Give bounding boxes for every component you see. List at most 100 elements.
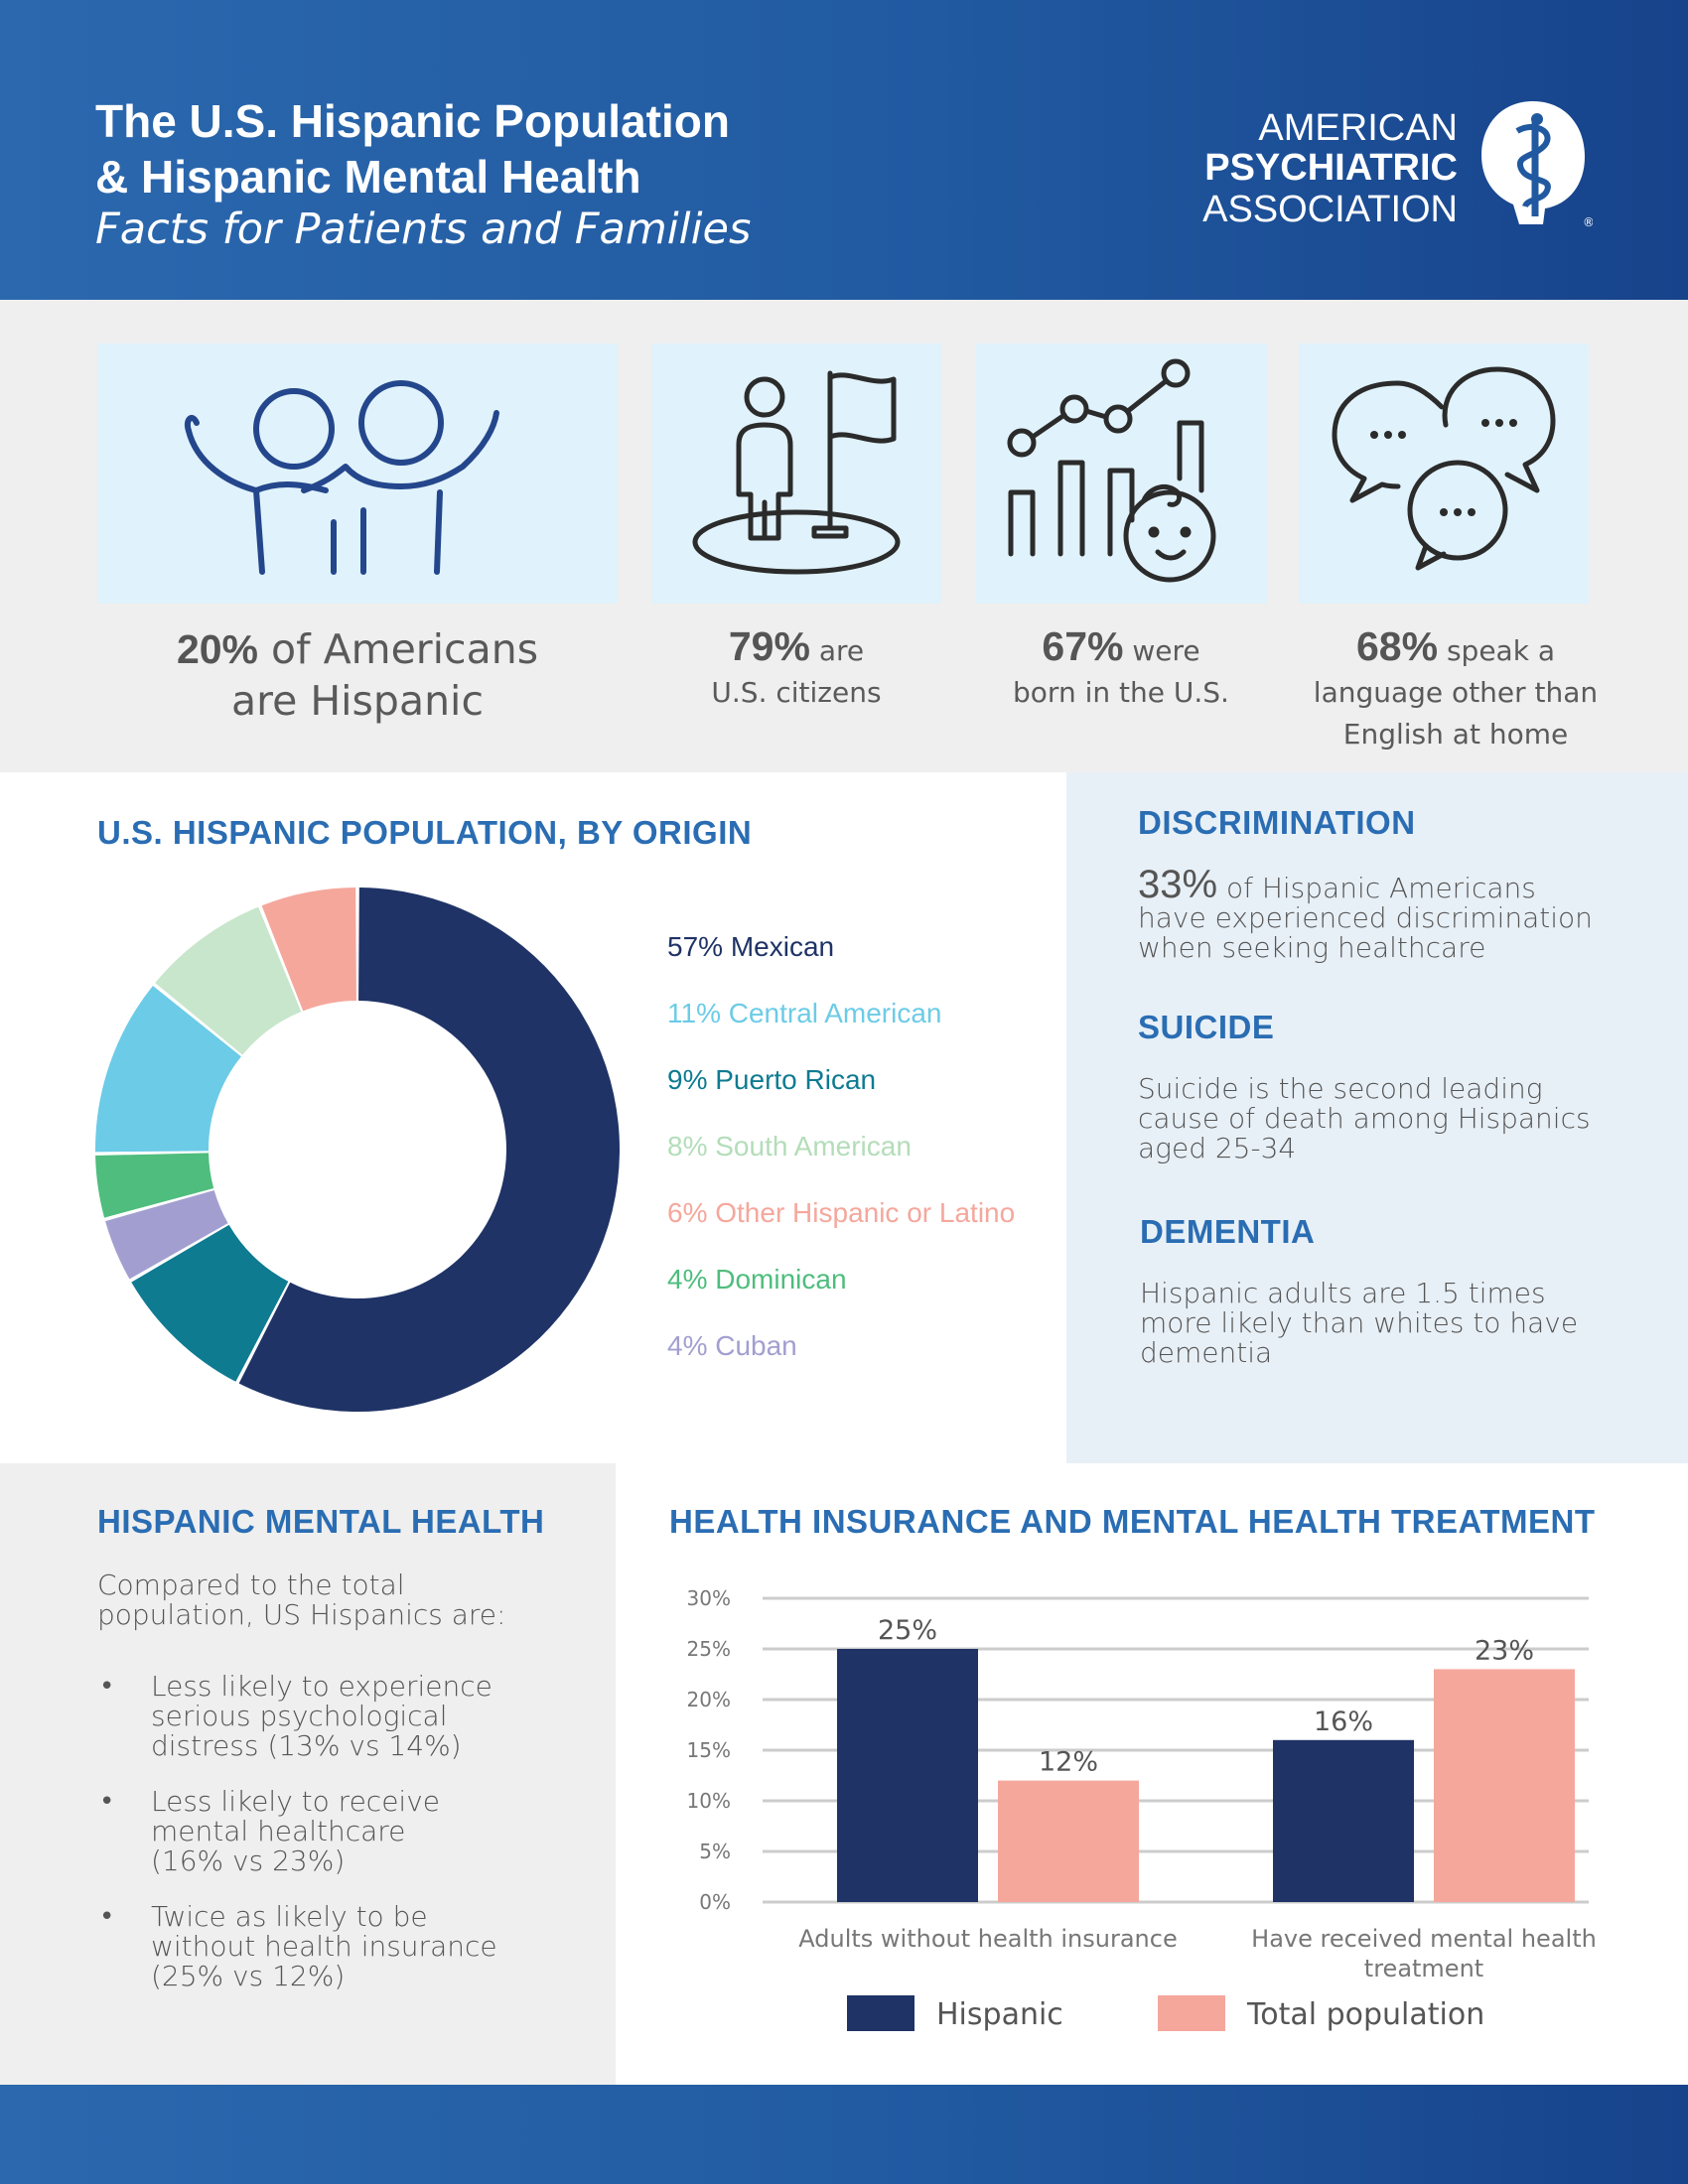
bar-hispanic-adults-without-health-insurance bbox=[837, 1649, 978, 1902]
legend-swatch-hispanic bbox=[847, 1995, 914, 2031]
facts-panel bbox=[1066, 772, 1688, 1463]
bullet-mental-healthcare: Less likely to receive mental healthcare… bbox=[151, 1787, 588, 1876]
bullet-line: mental healthcare bbox=[151, 1815, 406, 1847]
x-category-label: Have received mental health bbox=[1251, 1925, 1597, 1953]
stat-us-citizens: 79% are U.S. citizens bbox=[635, 625, 957, 714]
intro-line: Compared to the total bbox=[97, 1569, 405, 1601]
stat-text: were bbox=[1123, 634, 1200, 667]
people-icon bbox=[185, 380, 499, 575]
legend-item-south-american: 8% South American bbox=[667, 1131, 912, 1161]
insurance-chart-title: HEALTH INSURANCE AND MENTAL HEALTH TREAT… bbox=[669, 1503, 1596, 1540]
y-tick-label: 30% bbox=[687, 1586, 731, 1610]
donut-slice-other-hispanic-or-latino bbox=[261, 887, 356, 1012]
fact-line: cause of death among Hispanics bbox=[1138, 1102, 1591, 1135]
fact-line: dementia bbox=[1140, 1336, 1273, 1369]
legend-item-mexican: 57% Mexican bbox=[667, 931, 835, 962]
y-tick-label: 0% bbox=[699, 1890, 731, 1914]
y-tick-label: 5% bbox=[699, 1840, 731, 1863]
logo-text-american: AMERICAN bbox=[1258, 107, 1458, 149]
origin-donut-chart bbox=[95, 887, 620, 1412]
stat-icon-box-2 bbox=[651, 343, 941, 604]
stat-value: 20% bbox=[176, 626, 258, 672]
y-tick-label: 20% bbox=[687, 1688, 731, 1711]
stat-text: of Americans bbox=[258, 625, 539, 673]
bullet-line: (16% vs 23%) bbox=[151, 1844, 346, 1877]
bar-hispanic-have-received-mental-health-treatment bbox=[1273, 1739, 1414, 1902]
intro-line: population, US Hispanics are: bbox=[97, 1598, 506, 1631]
header-banner bbox=[0, 0, 1688, 300]
legend-item-central-american: 11% Central American bbox=[667, 998, 942, 1028]
discrimination-title: DISCRIMINATION bbox=[1138, 804, 1416, 841]
discrimination-text: 33% of Hispanic Americans have experienc… bbox=[1138, 865, 1654, 964]
stat-value: 79% bbox=[728, 623, 810, 669]
legend-item-other-hispanic-or-latino: 6% Other Hispanic or Latino bbox=[667, 1197, 1016, 1228]
bullet-dot: • bbox=[99, 1672, 115, 1702]
caduceus-head-icon: ® bbox=[1481, 101, 1593, 229]
bar-total-population-have-received-mental-health-treatment bbox=[1434, 1669, 1575, 1902]
insurance-bar-chart: 0% 5% 10% 15% 20% 25% 30% 25% 16% 12% 23% Adults wi… bbox=[687, 1586, 1597, 2032]
donut-slice-puerto-rican bbox=[131, 1224, 289, 1382]
stat-value: 68% bbox=[1356, 623, 1439, 669]
bullet-line: Less likely to receive bbox=[151, 1785, 440, 1818]
stat-icon-box-1 bbox=[97, 343, 618, 604]
fact-line: Suicide is the second leading bbox=[1138, 1072, 1543, 1105]
svg-text:®: ® bbox=[1583, 215, 1593, 229]
page-subtitle: Facts for Patients and Families bbox=[95, 205, 752, 254]
bullet-dot: • bbox=[99, 1787, 115, 1817]
stat-born-in-us: 67% were born in the U.S. bbox=[959, 625, 1283, 714]
y-tick-label: 15% bbox=[687, 1738, 731, 1762]
stat-text: U.S. citizens bbox=[711, 676, 882, 709]
fact-line: more likely than whites to have bbox=[1140, 1306, 1579, 1339]
person-flag-icon bbox=[692, 370, 901, 575]
page-title-line-1: The U.S. Hispanic Population bbox=[95, 95, 730, 147]
dementia-text: Hispanic adults are 1.5 times more likel… bbox=[1140, 1279, 1656, 1368]
bullet-line: Less likely to experience bbox=[151, 1670, 492, 1703]
bullet-health-insurance: Twice as likely to be without health ins… bbox=[151, 1902, 588, 1991]
origin-chart-title: U.S. HISPANIC POPULATION, BY ORIGIN bbox=[97, 814, 753, 851]
stat-value: 67% bbox=[1042, 623, 1124, 669]
bar-value-label: 25% bbox=[878, 1615, 937, 1646]
x-category-label: treatment bbox=[1364, 1955, 1483, 1982]
bullet-line: without health insurance bbox=[151, 1930, 497, 1963]
bar-total-population-adults-without-health-insurance bbox=[998, 1780, 1139, 1902]
speech-bubbles-icon bbox=[1332, 366, 1556, 571]
footer-banner bbox=[0, 2085, 1688, 2184]
legend-label-hispanic: Hispanic bbox=[936, 1997, 1063, 2032]
logo-text-psychiatric: PSYCHIATRIC bbox=[1204, 147, 1458, 189]
donut-slice-mexican bbox=[238, 887, 620, 1412]
fact-line: aged 25-34 bbox=[1138, 1132, 1297, 1164]
discrimination-value: 33% bbox=[1138, 863, 1218, 906]
bullet-line: Twice as likely to be bbox=[151, 1900, 428, 1933]
mental-health-section bbox=[0, 1463, 616, 2085]
stat-icon-box-4 bbox=[1299, 343, 1589, 604]
fact-line: have experienced discrimination bbox=[1138, 901, 1593, 934]
stat-other-language: 68% speak a language other than English … bbox=[1283, 625, 1628, 755]
bar-value-label: 12% bbox=[1039, 1747, 1098, 1778]
stat-text: speak a bbox=[1438, 634, 1555, 667]
mental-health-title: HISPANIC MENTAL HEALTH bbox=[97, 1503, 545, 1540]
donut-slice-cuban bbox=[105, 1189, 228, 1280]
stat-text: are bbox=[809, 634, 865, 667]
donut-slice-dominican bbox=[95, 1153, 214, 1218]
legend-item-dominican: 4% Dominican bbox=[667, 1264, 847, 1295]
mental-health-intro: Compared to the total population, US His… bbox=[97, 1570, 594, 1630]
stat-text: are Hispanic bbox=[231, 677, 484, 725]
legend-item-puerto-rican: 9% Puerto Rican bbox=[667, 1064, 877, 1095]
suicide-title: SUICIDE bbox=[1138, 1009, 1275, 1045]
stat-americans-hispanic: 20% of Americans are Hispanic bbox=[97, 623, 618, 727]
fact-line: Hispanic adults are 1.5 times bbox=[1140, 1277, 1546, 1309]
x-category-label: Adults without health insurance bbox=[798, 1925, 1177, 1953]
legend-swatch-total-population bbox=[1158, 1995, 1225, 2031]
y-tick-label: 25% bbox=[687, 1637, 731, 1661]
stat-icon-box-3 bbox=[975, 343, 1267, 604]
fact-line: when seeking healthcare bbox=[1138, 931, 1486, 964]
bullet-psychological-distress: Less likely to experience serious psycho… bbox=[151, 1672, 588, 1761]
bar-value-label: 16% bbox=[1314, 1706, 1373, 1737]
logo-text-association: ASSOCIATION bbox=[1202, 189, 1458, 230]
bullet-line: (25% vs 12%) bbox=[151, 1960, 346, 1992]
bar-value-label: 23% bbox=[1475, 1635, 1534, 1666]
y-tick-label: 10% bbox=[687, 1789, 731, 1813]
donut-slice-south-american bbox=[155, 906, 302, 1055]
stat-text: born in the U.S. bbox=[1013, 676, 1229, 709]
growth-baby-icon bbox=[1007, 358, 1216, 583]
